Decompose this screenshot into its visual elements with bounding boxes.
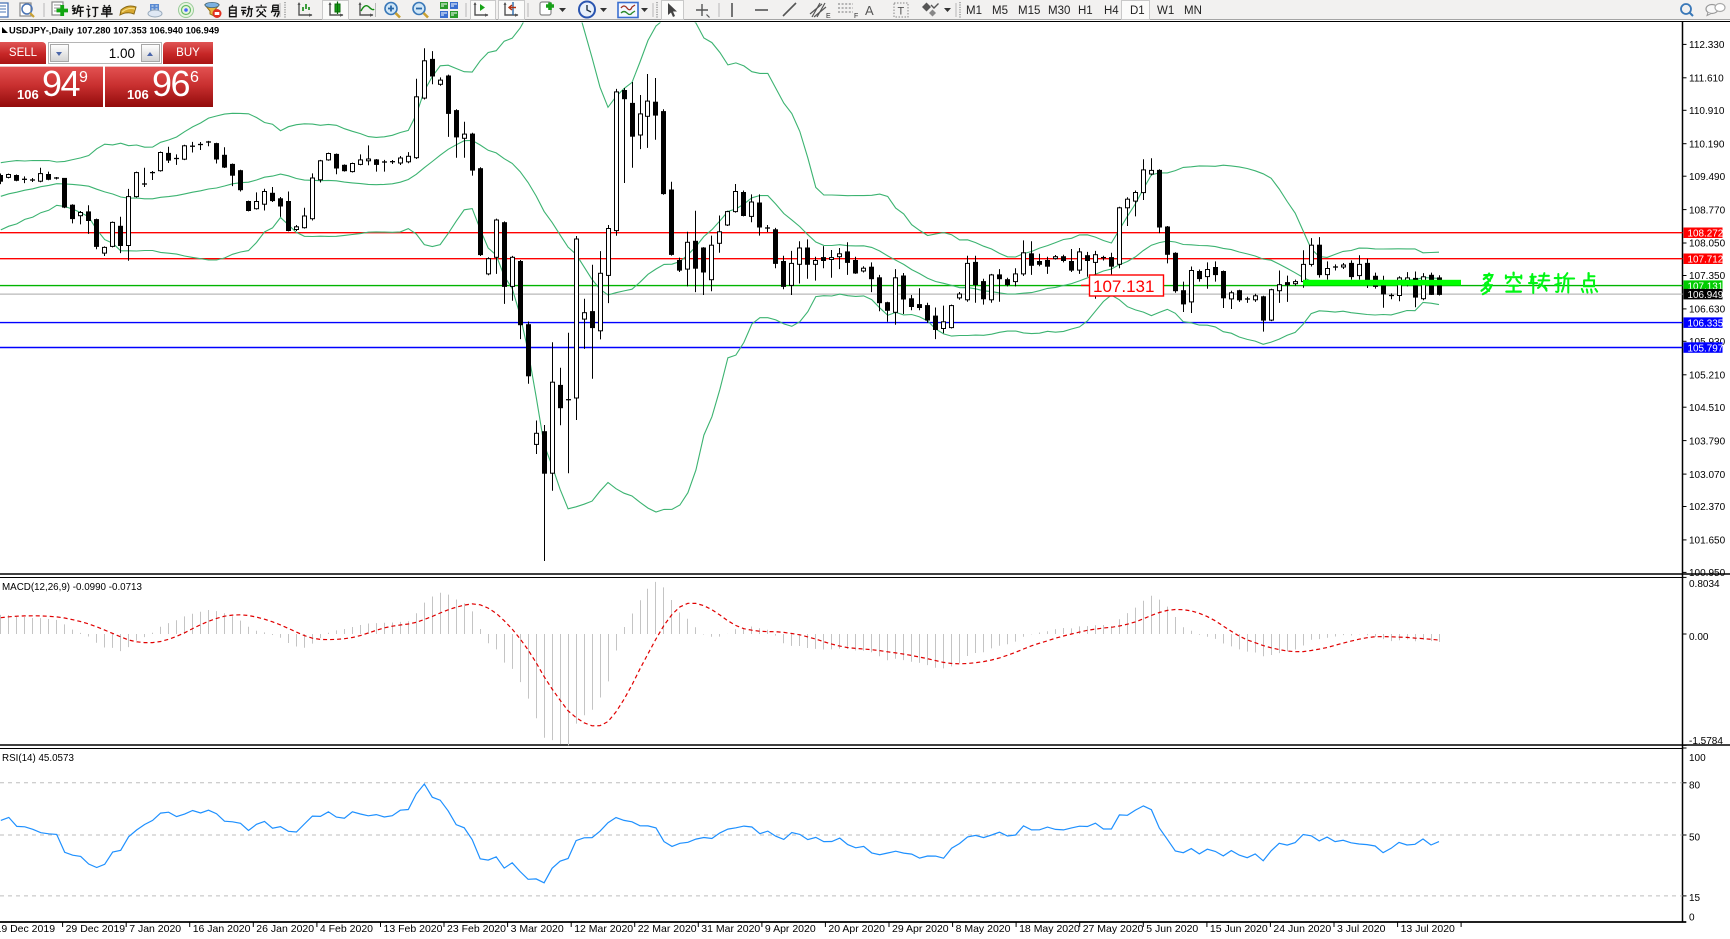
svg-text:111.610: 111.610 (1689, 74, 1724, 85)
svg-text:27 May 2020: 27 May 2020 (1083, 923, 1144, 935)
svg-text:107.712: 107.712 (1688, 255, 1724, 266)
svg-text:5 Jun 2020: 5 Jun 2020 (1146, 923, 1198, 935)
svg-text:102.370: 102.370 (1689, 502, 1726, 513)
svg-text:9 Apr 2020: 9 Apr 2020 (765, 923, 816, 935)
svg-text:109.490: 109.490 (1689, 172, 1726, 183)
svg-text:H4: H4 (1104, 5, 1119, 17)
svg-text:103.070: 103.070 (1689, 470, 1726, 481)
svg-text:22 Mar 2020: 22 Mar 2020 (638, 923, 697, 935)
svg-text:107.131: 107.131 (1093, 277, 1154, 296)
svg-text:E: E (826, 13, 831, 20)
svg-text:0.00: 0.00 (1689, 632, 1709, 643)
svg-text:108.272: 108.272 (1688, 229, 1724, 240)
svg-text:USDJPY-,Daily: USDJPY-,Daily (9, 26, 74, 36)
svg-text:RSI(14) 45.0573: RSI(14) 45.0573 (2, 753, 74, 764)
svg-text:105.210: 105.210 (1689, 371, 1726, 382)
svg-text:26 Jan 2020: 26 Jan 2020 (256, 923, 314, 935)
svg-text:MN: MN (1184, 5, 1202, 17)
svg-text:110.190: 110.190 (1689, 139, 1725, 150)
svg-text:103.790: 103.790 (1689, 436, 1726, 447)
svg-text:13 Feb 2020: 13 Feb 2020 (384, 923, 443, 935)
svg-text:13 Jul 2020: 13 Jul 2020 (1401, 923, 1455, 935)
svg-text:12 Mar 2020: 12 Mar 2020 (574, 923, 633, 935)
svg-text:8 May 2020: 8 May 2020 (956, 923, 1011, 935)
svg-text:15: 15 (1689, 893, 1701, 904)
svg-text:106.335: 106.335 (1688, 318, 1724, 329)
svg-text:108.770: 108.770 (1689, 205, 1726, 216)
svg-text:3 Jul 2020: 3 Jul 2020 (1337, 923, 1386, 935)
svg-text:0.8034: 0.8034 (1689, 579, 1720, 590)
svg-text:107.350: 107.350 (1689, 271, 1726, 282)
svg-text:105.797: 105.797 (1688, 343, 1724, 354)
svg-text:104.510: 104.510 (1689, 403, 1726, 414)
svg-text:50: 50 (1689, 832, 1701, 843)
svg-text:M30: M30 (1048, 5, 1070, 17)
svg-text:M1: M1 (966, 5, 982, 17)
svg-text:D1: D1 (1130, 5, 1145, 17)
svg-text:19 Dec 2019: 19 Dec 2019 (0, 923, 55, 935)
svg-text:-1.5784: -1.5784 (1689, 736, 1723, 747)
svg-text:T: T (898, 6, 905, 18)
svg-text:108.050: 108.050 (1689, 239, 1726, 250)
svg-text:M15: M15 (1018, 5, 1040, 17)
svg-text:20 Apr 2020: 20 Apr 2020 (828, 923, 885, 935)
svg-text:80: 80 (1689, 781, 1701, 792)
svg-text:101.650: 101.650 (1689, 536, 1726, 547)
svg-text:29 Dec 2019: 29 Dec 2019 (66, 923, 126, 935)
svg-text:A: A (865, 3, 874, 18)
svg-text:29 Apr 2020: 29 Apr 2020 (892, 923, 949, 935)
svg-text:106.949: 106.949 (1688, 290, 1724, 301)
svg-text:112.330: 112.330 (1689, 40, 1725, 51)
svg-text:31 Mar 2020: 31 Mar 2020 (701, 923, 760, 935)
svg-text:16 Jan 2020: 16 Jan 2020 (193, 923, 251, 935)
svg-text:7 Jan 2020: 7 Jan 2020 (129, 923, 181, 935)
svg-text:15 Jun 2020: 15 Jun 2020 (1210, 923, 1268, 935)
svg-text:M5: M5 (992, 5, 1008, 17)
svg-text:3 Mar 2020: 3 Mar 2020 (511, 923, 564, 935)
svg-text:100: 100 (1689, 753, 1706, 764)
svg-text:107.131: 107.131 (1688, 281, 1724, 292)
svg-text:18 May 2020: 18 May 2020 (1019, 923, 1080, 935)
svg-text:H1: H1 (1078, 5, 1093, 17)
svg-text:F: F (854, 13, 858, 20)
svg-text:W1: W1 (1157, 5, 1174, 17)
svg-text:100.950: 100.950 (1689, 568, 1726, 579)
svg-text:23 Feb 2020: 23 Feb 2020 (447, 923, 506, 935)
svg-text:106.630: 106.630 (1689, 305, 1726, 316)
svg-text:24 Jun 2020: 24 Jun 2020 (1273, 923, 1331, 935)
svg-text:0: 0 (1689, 912, 1695, 923)
svg-text:MACD(12,26,9) -0.0990 -0.0713: MACD(12,26,9) -0.0990 -0.0713 (2, 582, 143, 593)
svg-text:4 Feb 2020: 4 Feb 2020 (320, 923, 373, 935)
svg-text:107.280 107.353 106.940 106.94: 107.280 107.353 106.940 106.949 (77, 26, 219, 36)
svg-text:110.910: 110.910 (1689, 106, 1725, 117)
